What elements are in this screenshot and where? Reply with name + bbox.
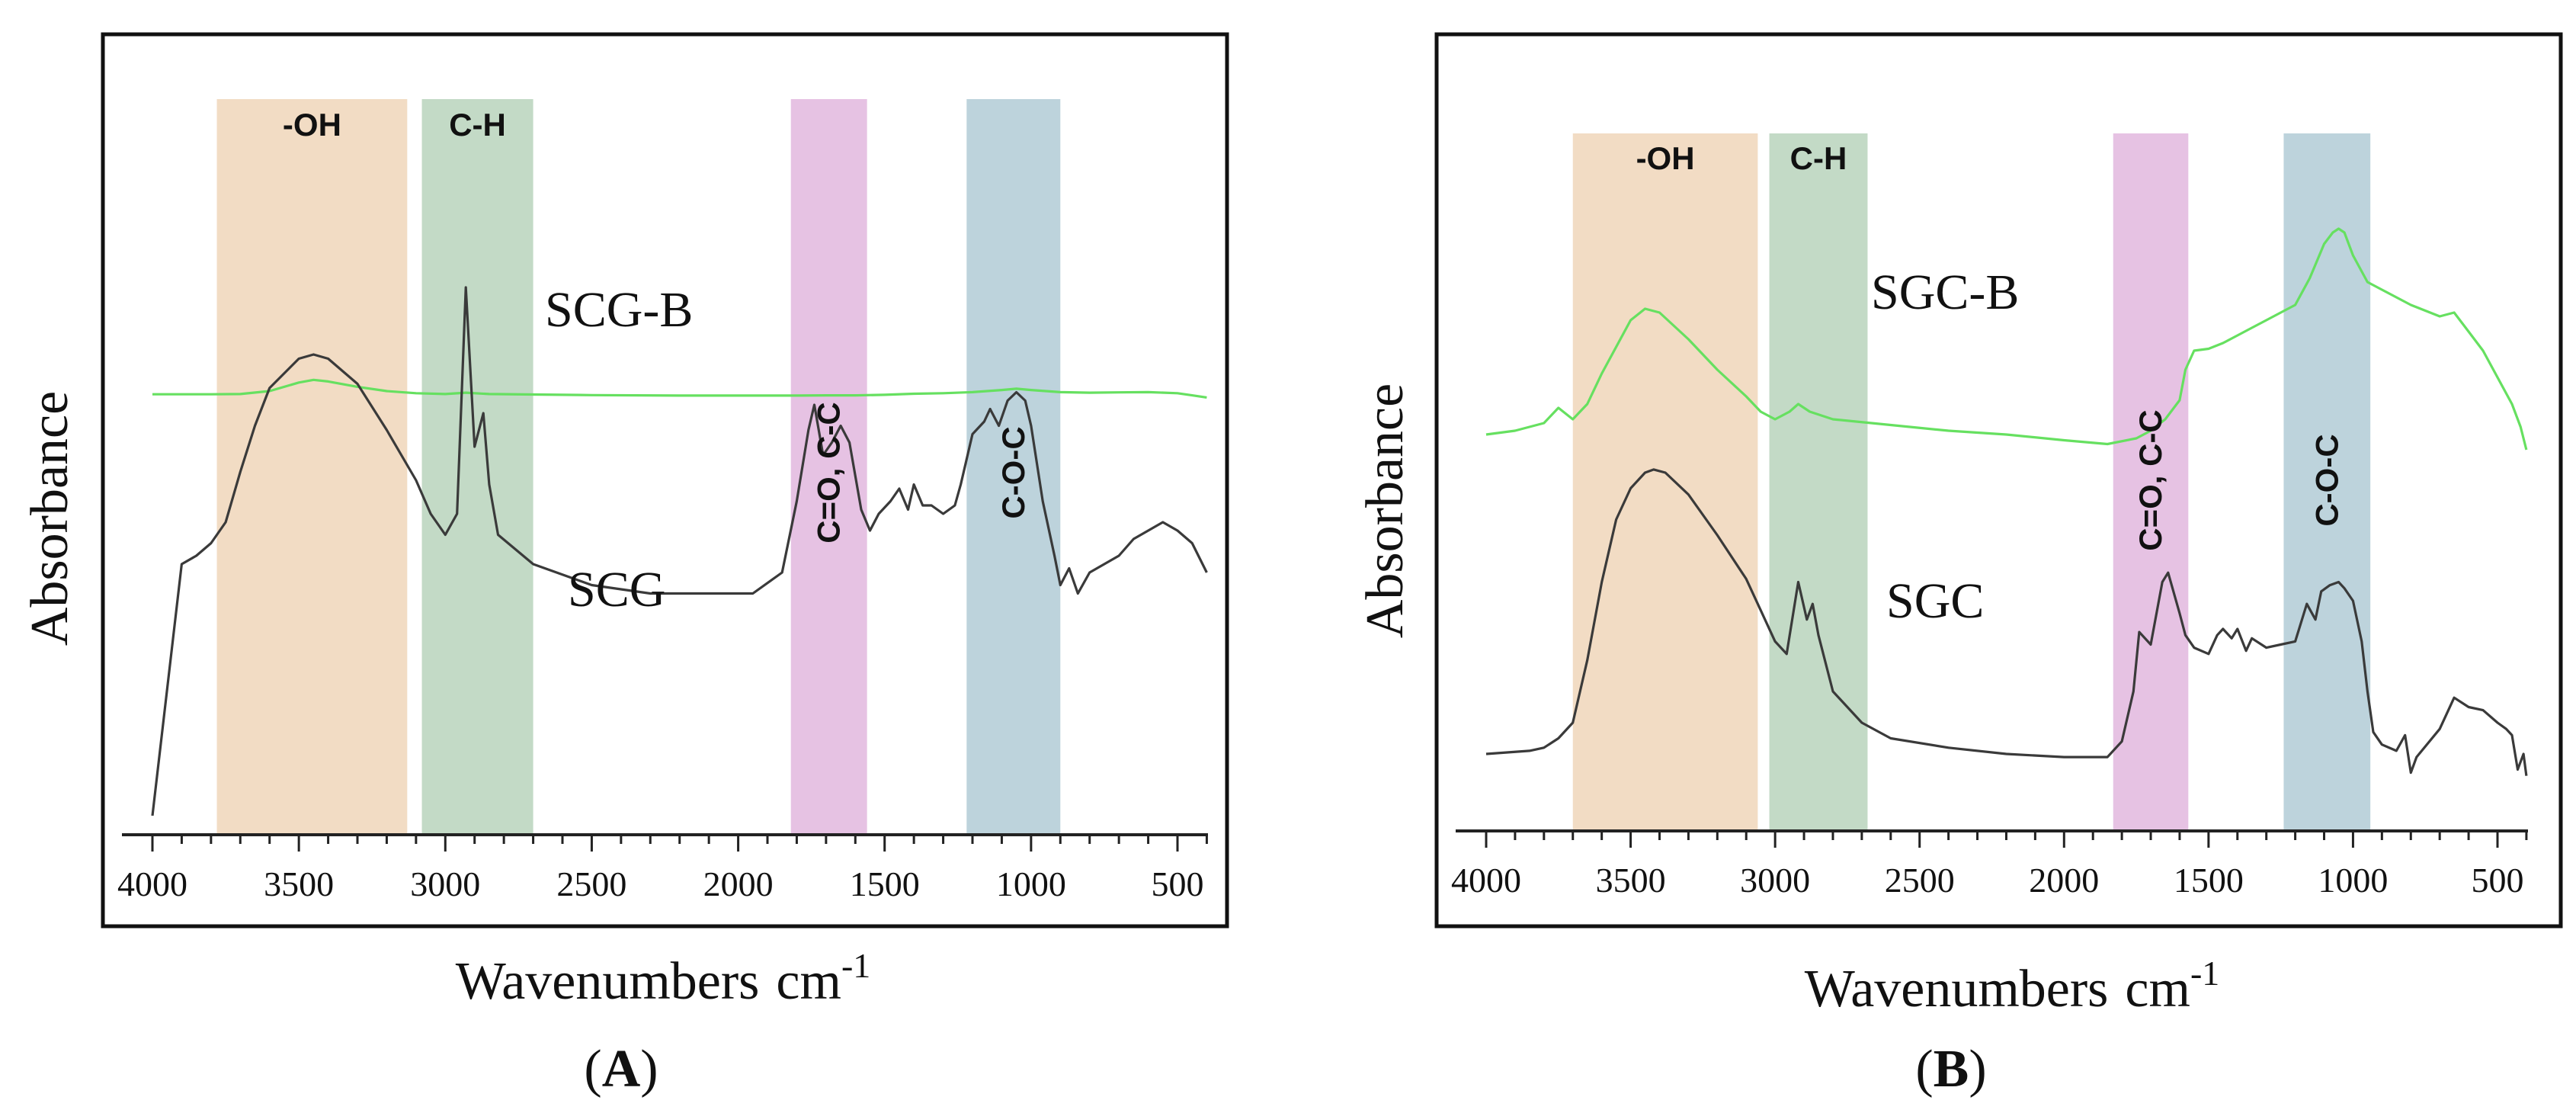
panel-a-bands — [216, 99, 1061, 835]
panel-a-tick-label-4000: 4000 — [117, 864, 187, 903]
panel-a-x-axis-title: Wavenumbers cm-1 — [456, 946, 871, 1011]
panel-b-band-0 — [1572, 133, 1758, 831]
panel-b-x-axis-exp: -1 — [2190, 954, 2219, 993]
panel-b-bands — [1572, 133, 2371, 831]
panel-b-frame — [1434, 32, 2563, 929]
panel-a-x-axis-exp: -1 — [841, 946, 870, 985]
panel-a-tick-label-3000: 3000 — [410, 864, 480, 903]
panel-b-band-1 — [1769, 133, 1868, 831]
panel-a-band-label-3: C-O-C — [995, 426, 1031, 518]
panel-a-series — [151, 286, 1208, 816]
panel-b-series — [1485, 227, 2528, 776]
panel-a-series-scg-line — [151, 286, 1208, 816]
panel-b-band-3 — [2283, 133, 2371, 831]
panel-b-tick-label-3500: 3500 — [1596, 861, 1666, 900]
panel-a-x-axis-title-text: Wavenumbers — [456, 952, 760, 1011]
panel-b-tick-label-2500: 2500 — [1885, 861, 1955, 900]
panel-b-band-2 — [2113, 133, 2189, 831]
panel-b-x-axis-title-text: Wavenumbers — [1805, 960, 2109, 1018]
panel-b-series-sgc-line — [1485, 468, 2528, 776]
panel-a-tag-letter: A — [602, 1040, 641, 1099]
panel-b-x-axis-unit: cm — [2125, 960, 2190, 1018]
panel-a-labels: -OH C-H C=O, C-C C-O-C SCG-B SCG — [283, 107, 1031, 617]
panel-a-series-scg-b-line — [152, 378, 1207, 399]
panel-b-tick-label-4000: 4000 — [1451, 861, 1521, 900]
panel-a-tick-label-2000: 2000 — [703, 864, 774, 903]
panel-a-tick-label-1000: 1000 — [996, 864, 1066, 903]
panel-b-series-label-1: SGC — [1886, 573, 1984, 629]
panel-a-y-axis-title: Absorbance — [21, 391, 79, 646]
panel-a-tick-label-2500: 2500 — [556, 864, 626, 903]
panel-a-tick-label-1500: 1500 — [850, 864, 920, 903]
panel-b-x-axis-title: Wavenumbers cm-1 — [1805, 954, 2220, 1018]
panel-b-tick-label-3000: 3000 — [1740, 861, 1810, 900]
panel-a-tag: (A) — [584, 1040, 658, 1099]
panel-a-series-label-1: SCG — [568, 562, 665, 617]
panel-b-tag: (B) — [1915, 1040, 1986, 1099]
panel-b-band-label-0: -OH — [1636, 140, 1695, 176]
panel-a-band-label-2: C=O, C-C — [811, 402, 847, 544]
panel-b-tag-letter: B — [1934, 1040, 1969, 1099]
panel-a-band-label-1: C-H — [449, 107, 506, 143]
panel-b-labels: -OH C-H C=O, C-C C-O-C SGC-B SGC — [1636, 140, 2345, 629]
panel-b-tick-label-2000: 2000 — [2029, 861, 2099, 900]
panel-a-tick-label-3500: 3500 — [264, 864, 334, 903]
panel-b-y-axis-title: Absorbance — [1356, 383, 1415, 638]
panel-b-band-label-1: C-H — [1790, 140, 1847, 176]
panel-b-tick-label-1000: 1000 — [2318, 861, 2388, 900]
panel-b-tick-label-500: 500 — [2472, 861, 2524, 900]
panel-a-band-3 — [966, 99, 1061, 835]
panel-b-series-label-0: SGC-B — [1871, 265, 2019, 320]
panel-b-band-label-2: C=O, C-C — [2132, 409, 2168, 551]
panel-b-chart: 4000 3500 3000 2500 2000 1500 1000 500 -OH C-H C=… — [1356, 32, 2563, 1099]
panel-a-x-axis-unit: cm — [776, 952, 841, 1011]
panel-a-chart: 4000 3500 3000 2500 2000 1500 1000 500 -OH C-H C=… — [21, 32, 1229, 1099]
panel-a-x-axis: 4000 3500 3000 2500 2000 1500 1000 500 — [117, 833, 1208, 903]
panel-b-x-axis: 4000 3500 3000 2500 2000 1500 1000 500 — [1451, 829, 2528, 900]
panel-a-band-0 — [216, 99, 408, 835]
panel-a-band-1 — [421, 99, 533, 835]
panel-a-frame — [101, 32, 1229, 929]
panel-a-tick-label-500: 500 — [1152, 864, 1204, 903]
panel-b-band-label-3: C-O-C — [2308, 434, 2344, 526]
panel-b-tick-label-1500: 1500 — [2174, 861, 2244, 900]
panel-a-band-label-0: -OH — [283, 107, 341, 143]
panel-a-series-label-0: SCG-B — [545, 282, 693, 338]
panel-b-series-sgc-b-line — [1485, 227, 2528, 451]
